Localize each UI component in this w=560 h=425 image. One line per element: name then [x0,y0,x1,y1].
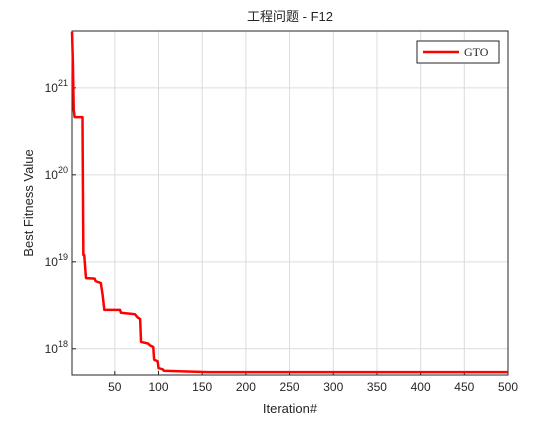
legend-label: GTO [464,45,489,59]
chart-title: 工程问题 - F12 [247,9,333,24]
x-axis-label: Iteration# [263,401,318,416]
plot-frame [71,30,509,376]
x-tick-label: 300 [323,380,343,394]
series-line [70,31,508,374]
y-tick-label: 1018 [45,339,68,356]
x-tick-label: 500 [498,380,518,394]
x-tick-label: 250 [280,380,300,394]
x-tick-label: 150 [192,380,212,394]
y-tick-label: 1021 [45,78,68,95]
x-tick-label: 350 [367,380,387,394]
x-tick-label: 200 [236,380,256,394]
x-tick-label: 450 [454,380,474,394]
y-tick-label: 1019 [45,252,68,269]
y-tick-label: 1020 [45,165,68,182]
x-tick-label: 100 [148,380,168,394]
x-tick-label: 400 [411,380,431,394]
y-axis-label: Best Fitness Value [21,149,36,256]
x-tick-label: 50 [108,380,122,394]
